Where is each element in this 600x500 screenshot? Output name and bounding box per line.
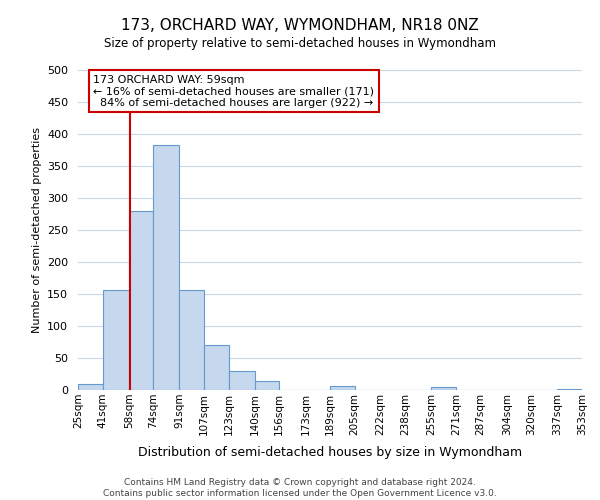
Bar [255, 381, 279, 390]
Bar [557, 388, 582, 390]
Text: 173, ORCHARD WAY, WYMONDHAM, NR18 0NZ: 173, ORCHARD WAY, WYMONDHAM, NR18 0NZ [121, 18, 479, 32]
Y-axis label: Number of semi-detached properties: Number of semi-detached properties [32, 127, 41, 333]
Bar [129, 211, 153, 390]
Bar [153, 145, 179, 390]
X-axis label: Distribution of semi-detached houses by size in Wymondham: Distribution of semi-detached houses by … [138, 446, 522, 459]
Bar [229, 371, 255, 390]
Bar [179, 290, 204, 390]
Bar [431, 387, 456, 390]
Bar [330, 386, 355, 390]
Bar [78, 384, 103, 390]
Text: 173 ORCHARD WAY: 59sqm
← 16% of semi-detached houses are smaller (171)
  84% of : 173 ORCHARD WAY: 59sqm ← 16% of semi-det… [93, 75, 374, 108]
Bar [204, 345, 229, 390]
Text: Contains HM Land Registry data © Crown copyright and database right 2024.
Contai: Contains HM Land Registry data © Crown c… [103, 478, 497, 498]
Bar [103, 290, 129, 390]
Text: Size of property relative to semi-detached houses in Wymondham: Size of property relative to semi-detach… [104, 38, 496, 51]
